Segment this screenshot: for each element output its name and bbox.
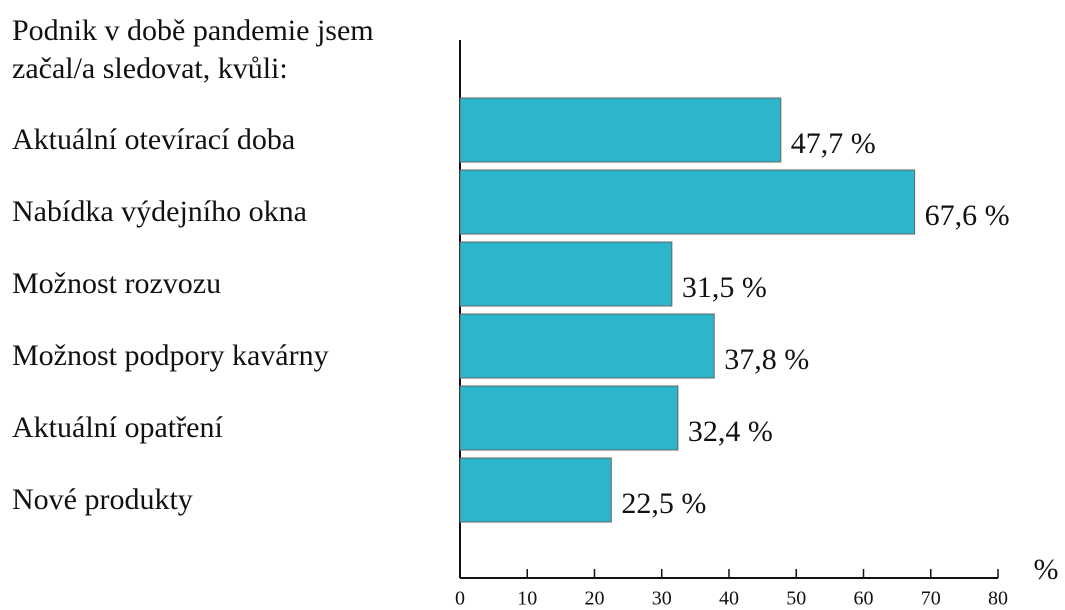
category-label: Možnost podpory kavárny	[12, 339, 329, 372]
category-label: Aktuální opatření	[12, 411, 223, 444]
category-label: Aktuální otevírací doba	[12, 123, 295, 156]
value-label: 22,5 %	[621, 487, 706, 520]
x-tick-label: 70	[921, 588, 941, 610]
category-label: Nové produkty	[12, 483, 193, 516]
category-label: Možnost rozvozu	[12, 267, 221, 300]
value-label: 47,7 %	[791, 127, 876, 160]
value-label: 31,5 %	[682, 271, 767, 304]
bar	[459, 457, 612, 523]
x-tick-label: 10	[517, 588, 537, 610]
x-tick-label: 30	[652, 588, 672, 610]
x-tick-label: 60	[854, 588, 874, 610]
bar	[459, 169, 916, 235]
x-tick-label: 80	[988, 588, 1008, 610]
x-tick-label: 40	[719, 588, 739, 610]
x-tick-label: 20	[585, 588, 605, 610]
value-label: 67,6 %	[925, 199, 1010, 232]
bar	[459, 313, 715, 379]
x-tick-label: 50	[786, 588, 806, 610]
x-axis-label: %	[1034, 553, 1059, 586]
bar	[459, 97, 782, 163]
bar	[459, 385, 679, 451]
bar	[459, 241, 673, 307]
category-label: Nabídka výdejního okna	[12, 195, 307, 228]
value-label: 32,4 %	[688, 415, 773, 448]
chart-title: Podnik v době pandemie jsem začal/a sled…	[12, 14, 374, 85]
value-label: 37,8 %	[724, 343, 809, 376]
x-tick-label: 0	[455, 588, 465, 610]
